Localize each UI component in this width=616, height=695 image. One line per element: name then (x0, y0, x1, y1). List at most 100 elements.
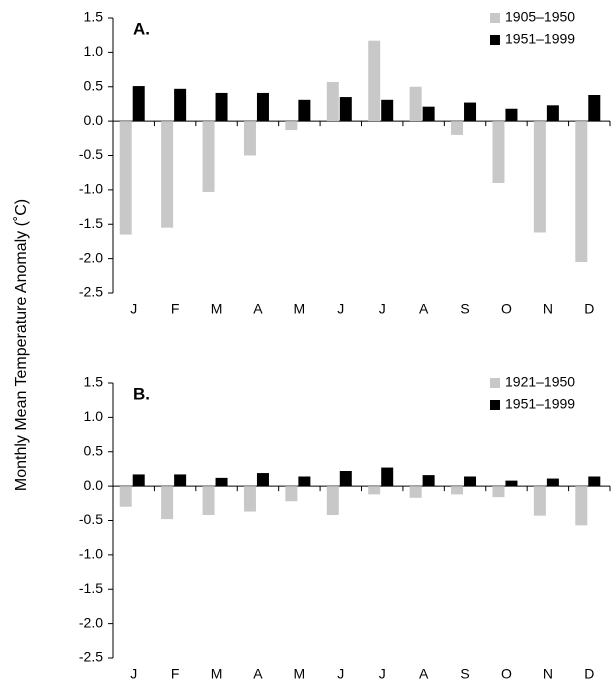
x-tick-label: A (419, 666, 429, 682)
x-tick-label: S (460, 301, 469, 317)
bar (215, 92, 228, 122)
x-tick-label: O (501, 666, 512, 682)
bar (409, 86, 422, 122)
x-tick-label: J (130, 301, 137, 317)
x-tick-label: M (211, 666, 223, 682)
x-tick-label: O (501, 301, 512, 317)
x-tick-label: S (460, 666, 469, 682)
bar (326, 486, 339, 515)
y-tick-label: -1.0 (79, 546, 103, 562)
y-tick-label: 1.5 (84, 9, 104, 25)
bar (202, 121, 215, 192)
x-tick-label: A (253, 666, 263, 682)
y-tick-label: 1.5 (84, 374, 104, 390)
bar (546, 478, 559, 487)
legend-label: 1905–1950 (505, 9, 575, 25)
bar (492, 121, 505, 183)
legend-swatch (490, 35, 500, 45)
x-tick-label: J (337, 666, 344, 682)
y-tick-label: -1.0 (79, 181, 103, 197)
y-tick-label: 0.0 (84, 112, 104, 128)
bar (505, 480, 518, 487)
y-tick-label: -1.5 (79, 215, 103, 231)
bar (339, 471, 352, 487)
x-tick-label: F (171, 301, 180, 317)
x-tick-label: D (584, 666, 594, 682)
bar (368, 40, 381, 122)
bar (575, 486, 588, 526)
bar (381, 99, 394, 122)
y-tick-label: -2.5 (79, 284, 103, 300)
x-tick-label: D (584, 301, 594, 317)
panel-label: B. (133, 384, 150, 403)
y-tick-label: -0.5 (79, 511, 103, 527)
legend-swatch (490, 400, 500, 410)
panel-label: A. (133, 19, 150, 38)
y-tick-label: 0.5 (84, 442, 104, 458)
x-tick-label: A (253, 301, 263, 317)
bar (119, 486, 132, 507)
bar (588, 95, 601, 122)
bar (119, 121, 132, 235)
x-tick-label: J (379, 666, 386, 682)
bar (298, 476, 311, 487)
y-tick-label: -2.5 (79, 649, 103, 665)
x-tick-label: J (130, 666, 137, 682)
bar (575, 121, 588, 263)
x-tick-label: N (543, 301, 553, 317)
bar (409, 486, 422, 498)
bar (132, 86, 145, 122)
bar (215, 477, 228, 487)
y-tick-label: 0.0 (84, 477, 104, 493)
bar (505, 108, 518, 122)
x-tick-label: F (171, 666, 180, 682)
y-tick-label: -2.0 (79, 614, 103, 630)
bar (451, 121, 464, 135)
bar (256, 473, 269, 487)
bar (243, 121, 256, 156)
bar (243, 486, 256, 512)
bar (174, 88, 187, 122)
bar (285, 486, 298, 502)
x-tick-label: N (543, 666, 553, 682)
bar (339, 97, 352, 122)
y-tick-label: -1.5 (79, 580, 103, 596)
bar (533, 486, 546, 516)
x-tick-label: J (337, 301, 344, 317)
legend-label: 1921–1950 (505, 374, 575, 390)
y-tick-label: 0.5 (84, 77, 104, 93)
bar (326, 81, 339, 122)
y-tick-label: -0.5 (79, 146, 103, 162)
bar (256, 92, 269, 122)
y-tick-label: -2.0 (79, 249, 103, 265)
bar (546, 105, 559, 122)
y-tick-label: 1.0 (84, 408, 104, 424)
bar (202, 486, 215, 515)
bar (422, 475, 435, 487)
bar (161, 486, 174, 520)
x-tick-label: M (294, 666, 306, 682)
bar (588, 476, 601, 487)
x-tick-label: A (419, 301, 429, 317)
bar (492, 486, 505, 498)
bar (174, 474, 187, 487)
bar (533, 121, 546, 233)
x-tick-label: M (294, 301, 306, 317)
legend-label: 1951–1999 (505, 31, 575, 47)
x-tick-label: J (379, 301, 386, 317)
bar (368, 486, 381, 495)
bar (451, 486, 464, 495)
bar (464, 102, 477, 122)
y-tick-label: 1.0 (84, 43, 104, 59)
bar (161, 121, 174, 228)
bar (132, 474, 145, 487)
bar (422, 106, 435, 122)
legend-swatch (490, 378, 500, 388)
bar (285, 121, 298, 131)
legend-swatch (490, 13, 500, 23)
bar (381, 467, 394, 487)
bar (464, 476, 477, 487)
x-tick-label: M (211, 301, 223, 317)
y-axis-label: Monthly Mean Temperature Anomaly (˚C) (13, 199, 30, 491)
